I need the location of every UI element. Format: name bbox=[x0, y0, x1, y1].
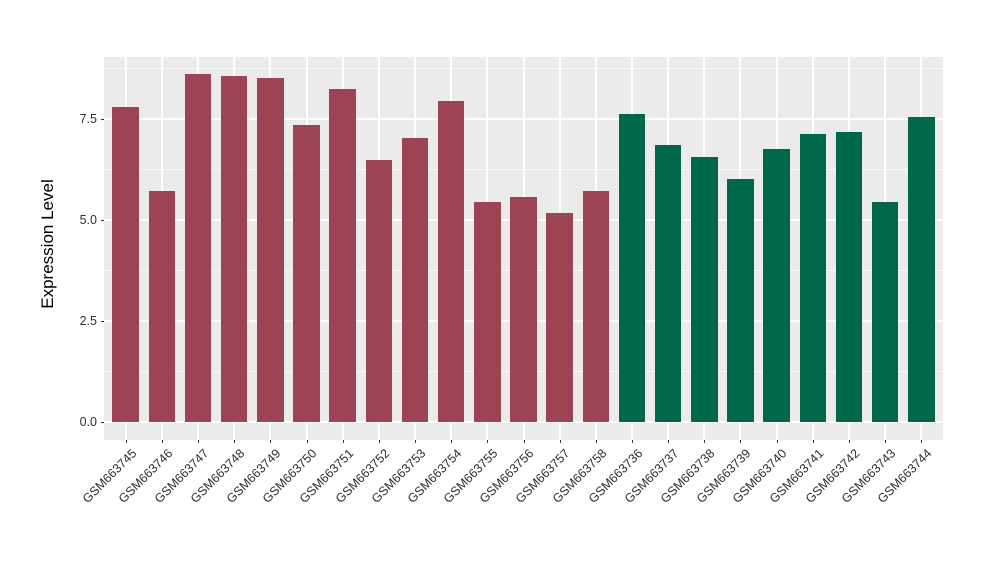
x-tick-mark bbox=[704, 440, 706, 443]
x-tick-mark bbox=[451, 440, 453, 443]
x-tick-mark bbox=[270, 440, 272, 443]
x-tick-mark bbox=[198, 440, 200, 443]
bar-GSM663746 bbox=[148, 190, 176, 422]
bar-GSM663739 bbox=[727, 179, 754, 422]
bar-GSM663737 bbox=[654, 144, 682, 422]
y-tick-label: 2.5 bbox=[79, 313, 97, 328]
x-tick-mark bbox=[125, 440, 127, 443]
y-tick-label: 5.0 bbox=[79, 212, 97, 227]
bar-GSM663756 bbox=[510, 196, 537, 422]
bar-GSM663743 bbox=[871, 201, 899, 422]
y-tick-mark bbox=[101, 320, 104, 322]
bar-GSM663745 bbox=[112, 106, 139, 422]
x-tick-mark bbox=[306, 440, 308, 443]
x-tick-mark bbox=[161, 440, 163, 443]
bar-GSM663749 bbox=[257, 78, 284, 422]
y-tick-label: 7.5 bbox=[79, 111, 97, 126]
bar-GSM663755 bbox=[474, 201, 501, 422]
bar-GSM663758 bbox=[582, 190, 610, 422]
x-tick-mark bbox=[595, 440, 597, 443]
y-tick-mark bbox=[101, 421, 104, 423]
x-tick-mark bbox=[740, 440, 742, 443]
y-tick-mark bbox=[101, 219, 104, 221]
bar-GSM663753 bbox=[401, 138, 429, 422]
bar-GSM663748 bbox=[220, 75, 248, 422]
bar-GSM663740 bbox=[763, 148, 790, 422]
x-tick-mark bbox=[378, 440, 380, 443]
y-tick-mark bbox=[101, 118, 104, 120]
x-tick-mark bbox=[668, 440, 670, 443]
bar-GSM663747 bbox=[184, 74, 212, 422]
x-tick-mark bbox=[487, 440, 489, 443]
bar-GSM663752 bbox=[365, 160, 393, 422]
x-tick-mark bbox=[234, 440, 236, 443]
bar-GSM663738 bbox=[691, 157, 718, 422]
x-tick-mark bbox=[921, 440, 923, 443]
plot-panel bbox=[104, 57, 943, 440]
x-tick-mark bbox=[523, 440, 525, 443]
bar-GSM663741 bbox=[799, 134, 827, 422]
y-axis-title: Expression Level bbox=[38, 179, 57, 309]
x-tick-mark bbox=[559, 440, 561, 443]
bar-GSM663754 bbox=[437, 101, 465, 422]
bar-GSM663750 bbox=[293, 124, 320, 422]
x-tick-mark bbox=[631, 440, 633, 443]
bar-GSM663757 bbox=[546, 213, 573, 422]
bar-GSM663744 bbox=[908, 116, 935, 422]
bar-GSM663736 bbox=[618, 113, 646, 422]
x-tick-mark bbox=[342, 440, 344, 443]
y-tick-label: 0.0 bbox=[79, 414, 97, 429]
x-tick-mark bbox=[415, 440, 416, 443]
x-tick-mark bbox=[812, 440, 814, 443]
bar-GSM663742 bbox=[835, 132, 863, 422]
x-tick-mark bbox=[776, 440, 778, 443]
bar-GSM663751 bbox=[329, 89, 356, 422]
x-tick-mark bbox=[848, 440, 850, 443]
x-tick-mark bbox=[885, 440, 887, 443]
